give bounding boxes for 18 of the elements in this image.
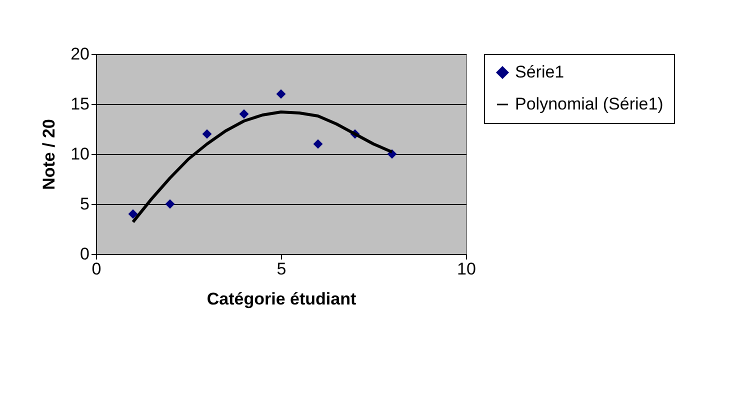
y-axis-title: Note / 20	[40, 119, 59, 190]
legend-label: Série1	[515, 62, 564, 82]
point	[128, 209, 138, 219]
legend-label: Polynomial (Série1)	[515, 94, 664, 114]
y-tick-label: 15	[70, 94, 90, 114]
x-tick-label: 0	[92, 260, 102, 278]
x-tick-label: 10	[457, 260, 476, 278]
point	[313, 139, 323, 149]
point	[202, 129, 212, 139]
y-tick-label: 0	[80, 244, 90, 264]
point	[276, 89, 286, 99]
y-tick-label: 5	[80, 194, 90, 214]
point	[239, 109, 249, 119]
point	[165, 199, 175, 209]
y-tick-label: 10	[70, 144, 90, 164]
x-tick-label: 5	[276, 260, 286, 278]
y-tick-label: 20	[70, 44, 90, 64]
x-axis-title: Catégorie étudiant	[206, 290, 356, 308]
